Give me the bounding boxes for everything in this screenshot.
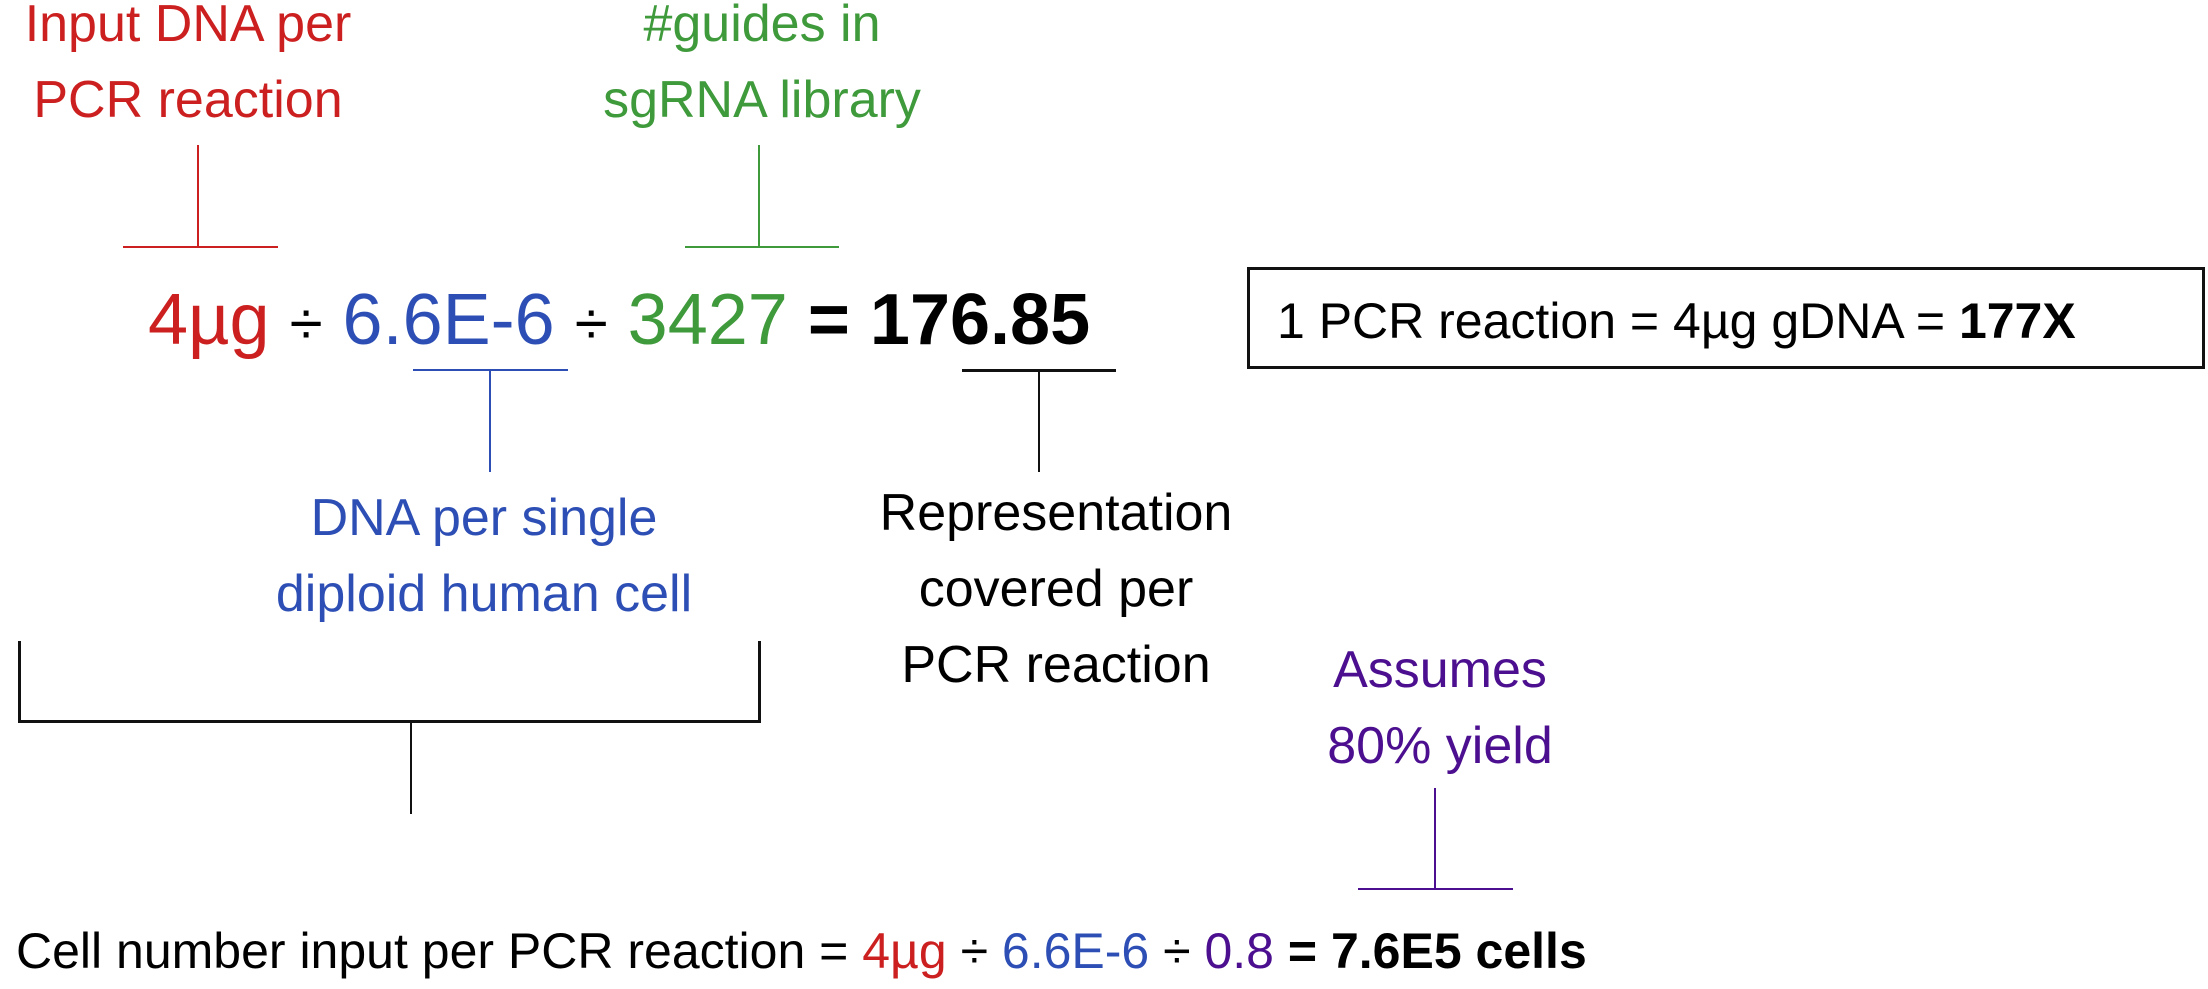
cell-number-input-dna: 4µg — [862, 923, 947, 979]
cell-number-equals: = — [1274, 923, 1331, 979]
bracket-horizontal — [18, 720, 761, 723]
input-dna-label-line1: Input DNA per — [24, 0, 352, 53]
guides-connector-vertical — [758, 145, 760, 247]
input-dna-connector-horizontal — [123, 246, 278, 248]
equation-equals: = — [807, 280, 850, 360]
input-dna-connector-vertical — [197, 145, 199, 247]
representation-connector-vertical — [1038, 371, 1040, 472]
cell-number-result: 7.6E5 cells — [1330, 923, 1587, 979]
equation-divide-1: ÷ — [289, 290, 323, 357]
yield-connector-horizontal — [1358, 888, 1513, 890]
cell-number-prefix: Cell number input per PCR reaction = — [16, 923, 863, 979]
representation-connector-horizontal — [962, 369, 1116, 372]
guides-label: #guides in sgRNA library — [603, 0, 921, 138]
summary-box-value: 177X — [1958, 293, 2076, 349]
representation-label-line2: covered per — [918, 560, 1194, 618]
yield-label-line1: Assumes — [1333, 641, 1547, 699]
equation-dna-per-cell: 6.6E-6 — [342, 280, 555, 360]
dna-per-cell-label-line2: diploid human cell — [275, 565, 693, 623]
cell-number-divide-1: ÷ — [946, 923, 1002, 979]
cell-number-equation: Cell number input per PCR reaction = 4µg… — [16, 926, 1587, 976]
bracket-stem — [410, 722, 412, 814]
equation-divide-2: ÷ — [574, 290, 608, 357]
bracket-right-arm — [758, 641, 761, 723]
summary-box-text: 1 PCR reaction = 4µg gDNA = 177X — [1277, 296, 2076, 346]
yield-connector-vertical — [1434, 788, 1436, 889]
cell-number-dna-per-cell: 6.6E-6 — [1001, 923, 1150, 979]
yield-label-line2: 80% yield — [1327, 717, 1553, 775]
equation-guides: 3427 — [627, 280, 788, 360]
dna-per-cell-label-line1: DNA per single — [310, 489, 658, 547]
guides-connector-horizontal — [685, 246, 839, 248]
representation-label-line1: Representation — [879, 484, 1233, 542]
summary-box-prefix: 1 PCR reaction = 4µg gDNA = — [1277, 293, 1959, 349]
guides-label-line1: #guides in — [643, 0, 881, 53]
representation-label-line3: PCR reaction — [901, 636, 1211, 694]
dna-per-cell-label: DNA per single diploid human cell — [276, 480, 692, 632]
guides-label-line2: sgRNA library — [603, 71, 921, 129]
cell-number-yield: 0.8 — [1204, 923, 1274, 979]
cell-number-divide-2: ÷ — [1149, 923, 1205, 979]
bracket-left-arm — [18, 641, 21, 723]
yield-label: Assumes 80% yield — [1327, 632, 1552, 784]
representation-label: Representation covered per PCR reaction — [880, 475, 1233, 703]
input-dna-label: Input DNA per PCR reaction — [25, 0, 352, 138]
equation-result: 176.85 — [869, 280, 1091, 360]
main-equation: 4µg ÷ 6.6E-6 ÷ 3427 = 176.85 — [148, 284, 1090, 356]
summary-box — [1247, 267, 2205, 369]
equation-input-dna: 4µg — [148, 280, 270, 360]
dna-per-cell-connector-vertical — [489, 370, 491, 472]
input-dna-label-line2: PCR reaction — [33, 71, 343, 129]
